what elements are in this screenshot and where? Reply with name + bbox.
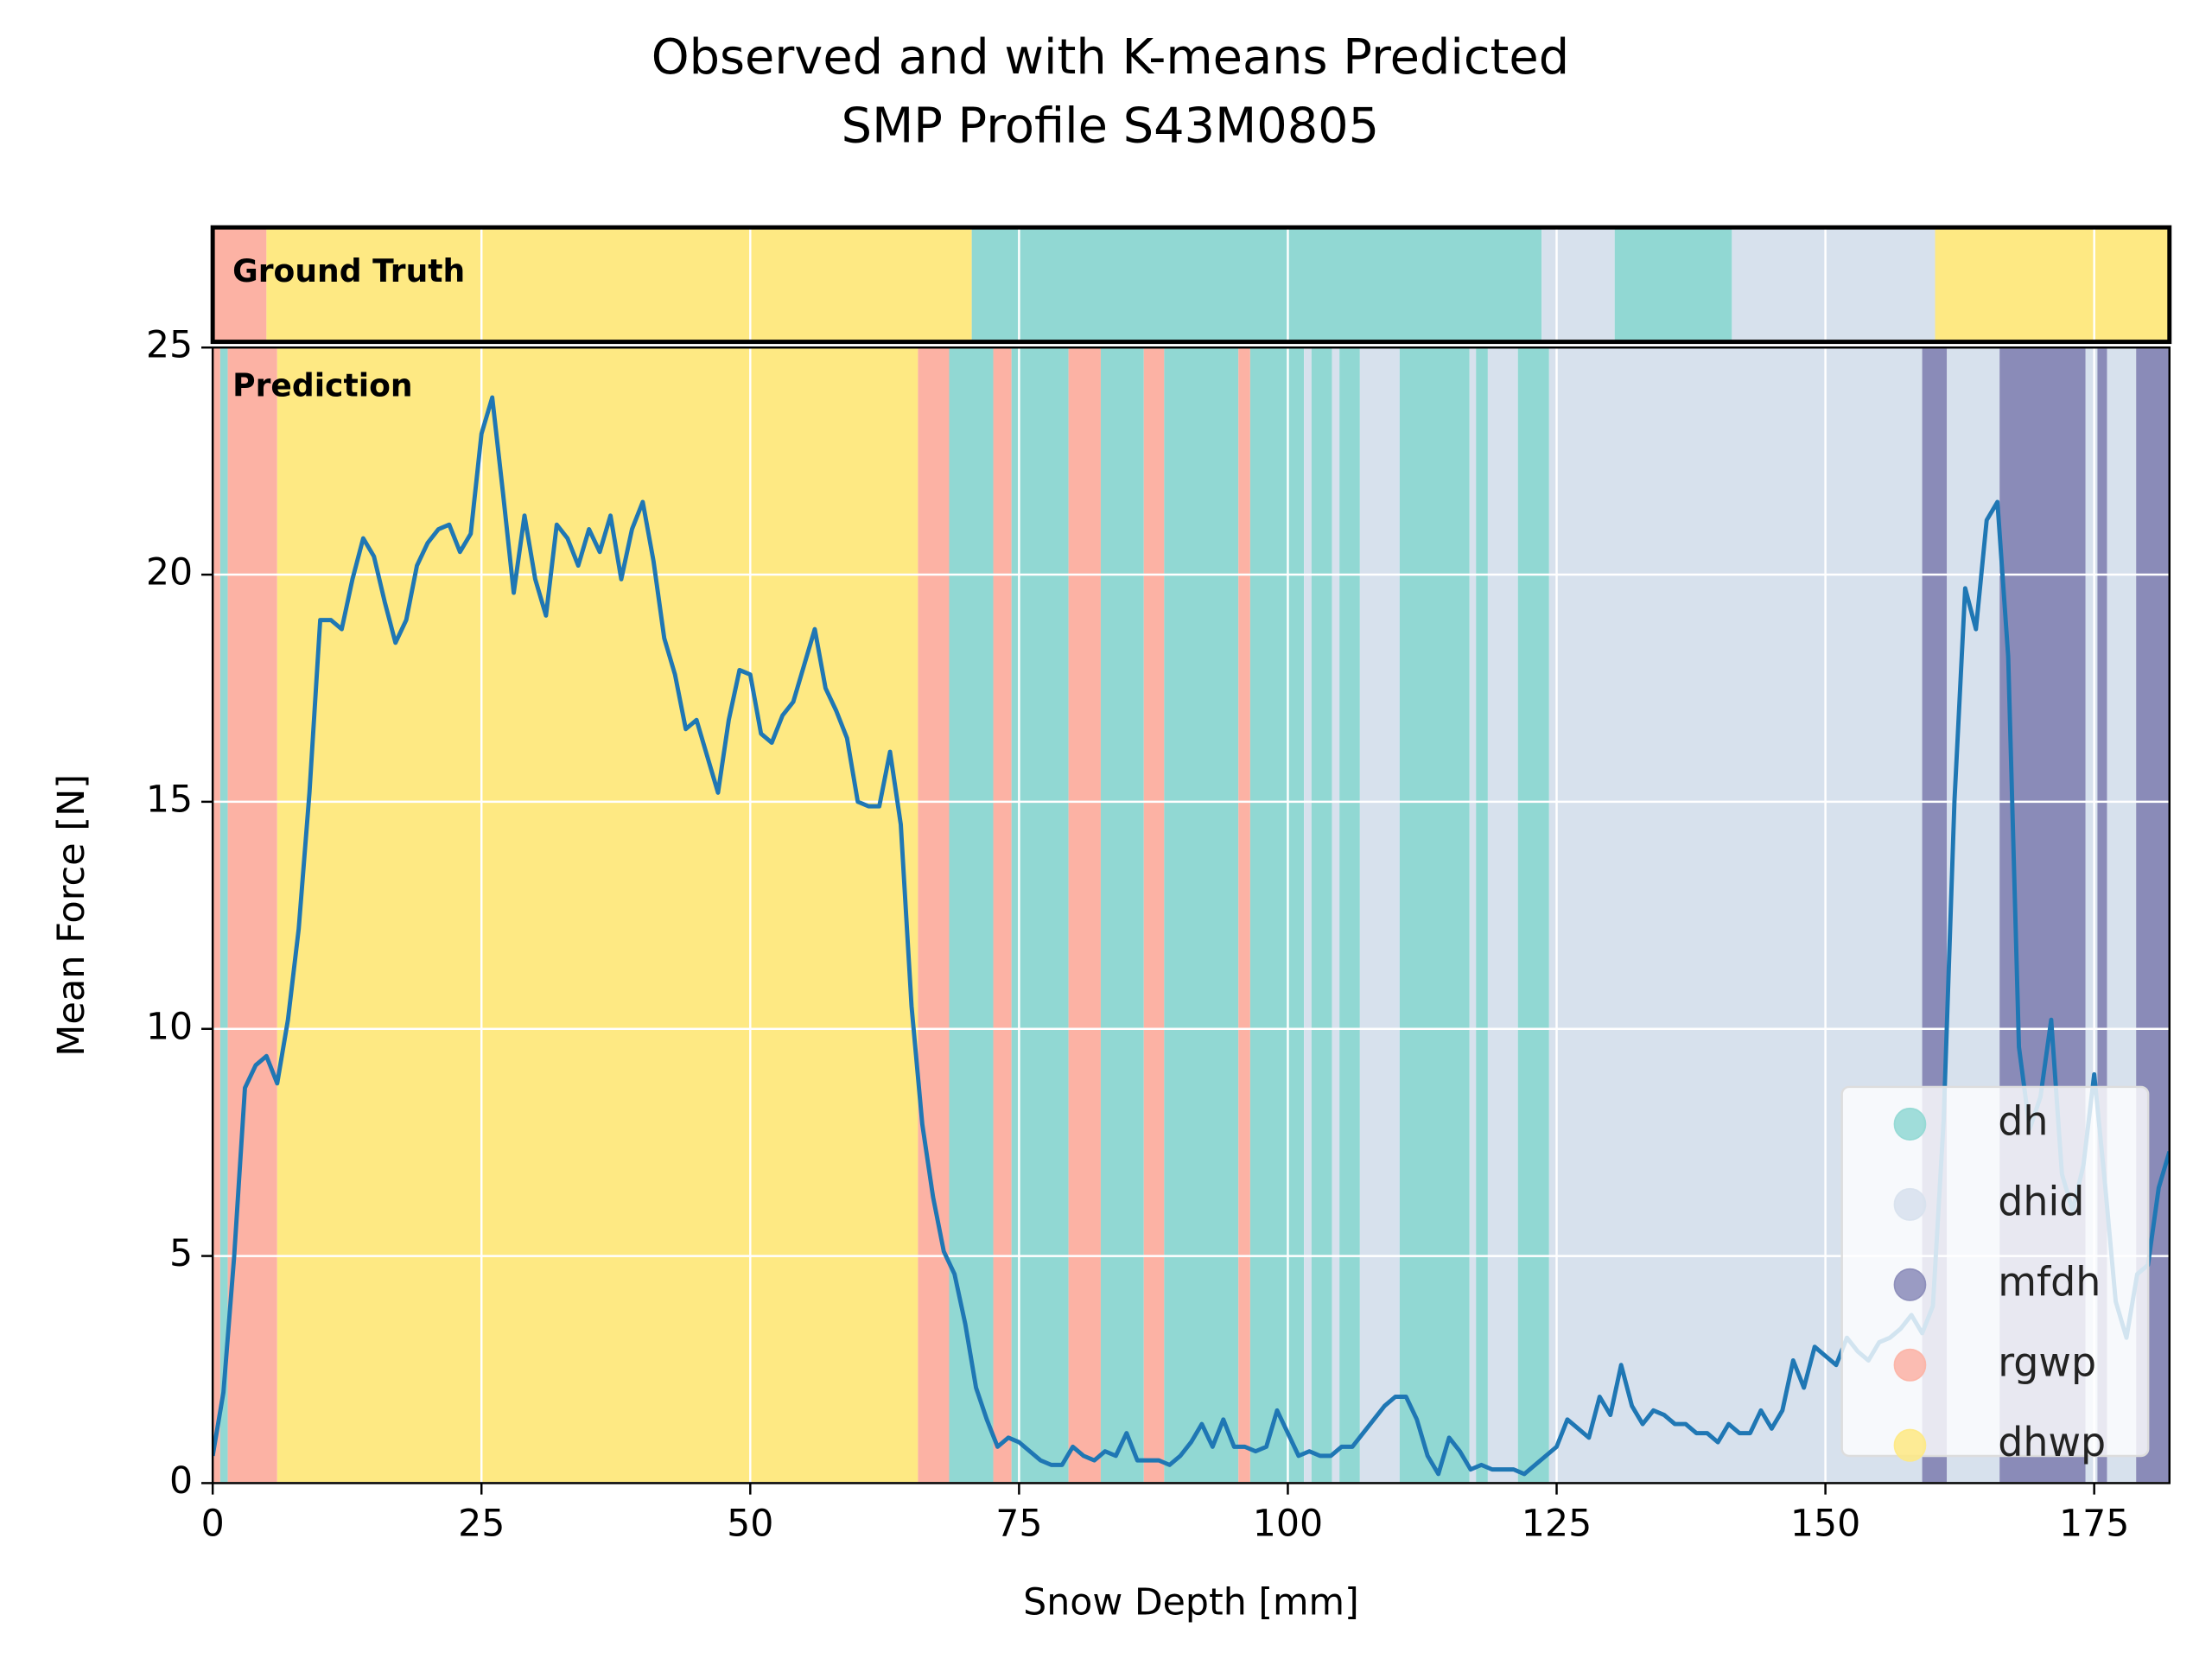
y-tick-label: 25 [146,324,193,367]
chart-title: SMP Profile S43M0805 [842,98,1379,154]
layer-band [213,347,220,1484]
layer-band [1935,227,2170,342]
x-axis-label: Snow Depth [mm] [1023,1580,1359,1624]
layer-band [1541,227,1615,342]
y-tick-label: 10 [146,1005,193,1048]
legend-marker [1893,1187,1927,1221]
x-tick-label: 50 [727,1502,773,1545]
y-tick-label: 15 [146,778,193,821]
layer-band [2097,347,2107,1484]
y-tick-label: 0 [169,1459,193,1503]
x-tick-label: 150 [1790,1502,1860,1545]
layer-band [993,347,1012,1484]
legend-label: rgwp [1998,1338,2096,1385]
x-tick-label: 0 [201,1502,225,1545]
layer-band [1249,347,1305,1484]
layer-band [1476,347,1488,1484]
y-tick-label: 20 [146,550,193,594]
y-axis-label: Mean Force [N] [50,774,93,1057]
layer-band [1339,347,1360,1484]
legend-label: dhid [1998,1178,2084,1224]
x-tick-label: 175 [2059,1502,2129,1545]
legend-label: mfdh [1998,1258,2101,1305]
layer-band [1332,347,1340,1484]
chart-title: Observed and with K-means Predicted [652,29,1569,86]
x-tick-label: 125 [1522,1502,1592,1545]
layer-band [918,347,950,1484]
legend-marker [1893,1348,1927,1382]
layer-band [213,227,267,342]
legend-marker [1893,1428,1927,1462]
layer-band [219,347,228,1484]
legend-label: dh [1998,1097,2048,1144]
layer-band [1143,347,1165,1484]
layer-band [949,347,994,1484]
annotation: Ground Truth [232,252,465,289]
layer-band [1100,347,1144,1484]
layer-band [1359,347,1400,1484]
legend-label: dhwp [1998,1419,2106,1465]
legend-marker [1893,1107,1927,1141]
layer-band [1068,347,1101,1484]
layer-band [1469,347,1477,1484]
y-tick-label: 5 [169,1232,193,1275]
layer-band [1614,227,1732,342]
layer-band [1164,347,1239,1484]
layer-band [1311,347,1332,1484]
layer-band [276,347,918,1484]
layer-band [1517,347,1549,1484]
legend-marker [1893,1268,1927,1301]
legend-box [1840,1085,2150,1458]
layer-band [971,227,1542,342]
axes-frame [211,346,2171,1484]
layer-band [1011,347,1069,1484]
layer-band [1732,227,1936,342]
layer-band [1487,347,1518,1484]
layer-band [1304,347,1312,1484]
x-tick-label: 100 [1253,1502,1323,1545]
x-tick-label: 75 [995,1502,1042,1545]
layer-band [227,347,277,1484]
annotation: Prediction [232,366,412,404]
layer-band [1238,347,1250,1484]
x-tick-label: 25 [458,1502,505,1545]
layer-band [266,227,972,342]
axes-frame [210,225,2172,345]
layer-band [1399,347,1470,1484]
